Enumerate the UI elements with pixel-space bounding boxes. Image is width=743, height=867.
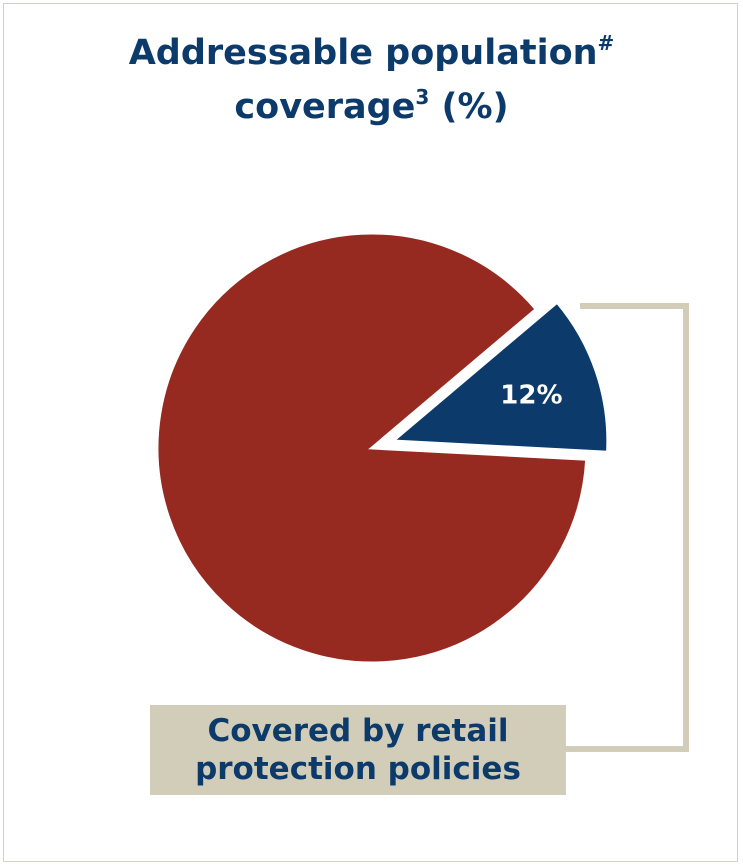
- annotation-line2: protection policies: [195, 751, 521, 787]
- title-line2-suffix: (%): [429, 87, 509, 127]
- title-line1: Addressable population: [128, 33, 598, 73]
- pie-slice-remainder: [155, 231, 589, 665]
- annotation-label-box: Covered by retail protection policies: [150, 705, 566, 795]
- title-line2: coverage: [234, 87, 416, 127]
- annotation-bracket: [566, 303, 689, 752]
- pie-slice-covered: [388, 300, 610, 454]
- pie-slices: [155, 231, 610, 665]
- slice-label-covered: 12%: [500, 380, 562, 410]
- title-line2-superscript: 3: [415, 85, 430, 109]
- annotation-line1: Covered by retail: [207, 713, 509, 749]
- title-line1-superscript: #: [597, 31, 615, 55]
- chart-title: Addressable population# coverage3 (%): [0, 28, 743, 136]
